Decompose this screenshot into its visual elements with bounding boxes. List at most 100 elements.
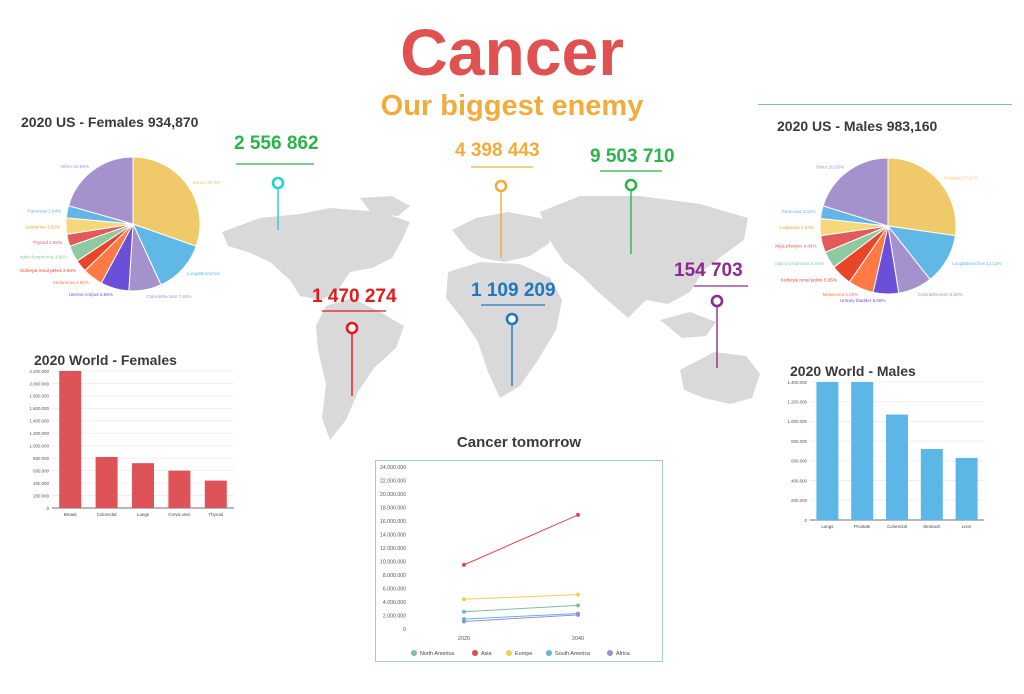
pie-slice-label: Urinary bladder 6.06% — [840, 298, 886, 303]
x-tick-label: Cervix uteri — [168, 512, 190, 517]
marker-europe: 4 398 443 — [455, 140, 540, 162]
pie-slice — [822, 157, 889, 227]
legend-swatch — [411, 650, 417, 656]
y-tick-label: 10.000.000 — [380, 560, 406, 566]
page-subtitle: Our biggest enemy — [380, 90, 644, 122]
legend-label: South America — [555, 651, 590, 657]
us-females-pie-chart: Breast 30.39% Lung&Bronchus 12.75% Colon&R… — [20, 156, 220, 299]
pie-slice-label: Melanoma 6.06% — [823, 292, 859, 297]
y-tick-label: 200.000 — [33, 493, 49, 498]
australia-shape — [680, 352, 760, 404]
series-line — [463, 604, 579, 613]
legend-label: Europe — [515, 651, 532, 657]
x-tick-label: Prostate — [854, 524, 871, 529]
marker-value: 2 556 862 — [234, 133, 319, 154]
pie-slice-label: Kidney& renal pelvis 2.94% — [20, 268, 76, 273]
bar — [886, 414, 908, 520]
y-tick-label: 0 — [805, 518, 808, 523]
bar — [204, 480, 227, 508]
bar — [816, 382, 839, 520]
y-tick-label: 24.000.000 — [380, 465, 406, 471]
series-point — [576, 603, 580, 608]
y-tick-label: 1.400.000 — [29, 419, 49, 424]
y-tick-label: 22.000.000 — [380, 479, 406, 485]
us-females-title: 2020 US - Females 934,870 — [21, 114, 199, 130]
y-tick-label: 800.000 — [33, 456, 49, 461]
world-males-bar-chart: 0 200.000 400.000 600.000 800.000 1.000.000 1.… — [787, 380, 984, 529]
map-pin-icon — [271, 176, 285, 190]
pie-slice-label: Melanoma 4.90% — [53, 280, 89, 285]
world-map-land — [222, 196, 760, 440]
y-tick-label: 1.200.000 — [787, 400, 807, 405]
us-males-title: 2020 US - Males 983,160 — [777, 118, 938, 134]
y-tick-label: 1.000.000 — [29, 444, 49, 449]
x-tick-label: Lungs — [821, 524, 834, 529]
series-point — [462, 562, 466, 567]
pie-slice-label: Lung&Bronchus 12.75% — [187, 271, 220, 276]
x-tick-label: Colorectal — [887, 524, 907, 529]
y-tick-label: 12.000.000 — [380, 546, 406, 552]
world-males-title: 2020 World - Males — [790, 363, 916, 379]
y-tick-label: 6.000.000 — [383, 587, 406, 593]
page-title: Cancer — [400, 15, 624, 89]
us-males-pie-chart: Prostate 27.27% Lung&Bronchus 12.12% Colon… — [775, 157, 1002, 303]
pie-slice-label: Oral cavity& pharynx 4.04% — [775, 244, 817, 249]
map-pin-icon — [710, 294, 724, 308]
y-tick-label: 2.000.000 — [29, 381, 49, 386]
series-point — [576, 592, 580, 597]
series-line — [463, 612, 579, 620]
pie-slice-label: Colon&Rectum 8.08% — [918, 292, 963, 297]
pie-slice-label: Non-Hodgkin lymphoma 3.92% — [20, 255, 68, 260]
south-america-shape — [316, 298, 404, 440]
y-tick-label: 4.000.000 — [383, 600, 406, 606]
series-line — [463, 514, 579, 566]
southeast-asia-shape — [660, 312, 716, 338]
y-tick-label: 800.000 — [791, 439, 807, 444]
pie-slice-label: Thyroid 2.94% — [33, 240, 63, 245]
pie-slice-label: Pancreas 2.94% — [28, 209, 62, 214]
bar — [132, 463, 154, 508]
pie-slice-label: Lung&Bronchus 12.12% — [952, 261, 1002, 266]
series-point — [462, 619, 466, 624]
series-point — [462, 597, 466, 602]
marker-north-america: 2 556 862 — [234, 133, 319, 155]
y-tick-label: 400.000 — [33, 481, 49, 486]
pie-slice-label: Colon&Rectum 7.84% — [146, 294, 191, 299]
x-tick-label: Breast — [64, 512, 77, 517]
header-divider — [758, 104, 1012, 105]
series-point — [462, 609, 466, 614]
y-tick-label: 20.000.000 — [380, 492, 406, 498]
x-tick-label: 2040 — [572, 636, 584, 642]
world-females-bar-chart: 0 200.000 400.000 600.000 800.000 1.000.000 1.… — [29, 369, 234, 517]
asia-shape — [540, 196, 748, 318]
map-pin-icon — [494, 179, 508, 193]
legend-swatch — [506, 650, 512, 656]
x-tick-label: Stomach — [923, 524, 941, 529]
europe-shape — [452, 212, 560, 262]
y-tick-label: 1.200.000 — [29, 431, 49, 436]
x-tick-label: 2020 — [458, 636, 470, 642]
legend-swatch — [472, 650, 478, 656]
marker-south-america: 1 470 274 — [312, 286, 397, 308]
bar — [59, 371, 82, 508]
marker-value: 9 503 710 — [590, 146, 675, 167]
y-tick-label: 0 — [403, 627, 406, 633]
pie-slice-label: Other 20.59% — [61, 164, 89, 169]
marker-asia: 9 503 710 — [590, 146, 675, 168]
bar — [168, 470, 191, 508]
y-tick-label: 8.000.000 — [383, 573, 406, 579]
pie-slice-label: Breast 30.39% — [193, 180, 220, 185]
x-tick-label: Lungs — [137, 512, 150, 517]
marker-africa: 1 109 209 — [471, 280, 556, 302]
pie-slice — [887, 157, 957, 237]
bar — [95, 456, 118, 508]
pie-slice-label: Leukemia 3.92% — [26, 224, 60, 229]
y-tick-label: 2.200.000 — [29, 369, 49, 374]
marker-value: 1 109 209 — [471, 280, 556, 301]
y-tick-label: 1.400.000 — [787, 380, 807, 385]
pie-slice — [132, 156, 201, 247]
marker-value: 1 470 274 — [312, 286, 397, 307]
marker-value: 4 398 443 — [455, 140, 540, 161]
marker-value: 154 703 — [674, 260, 743, 281]
